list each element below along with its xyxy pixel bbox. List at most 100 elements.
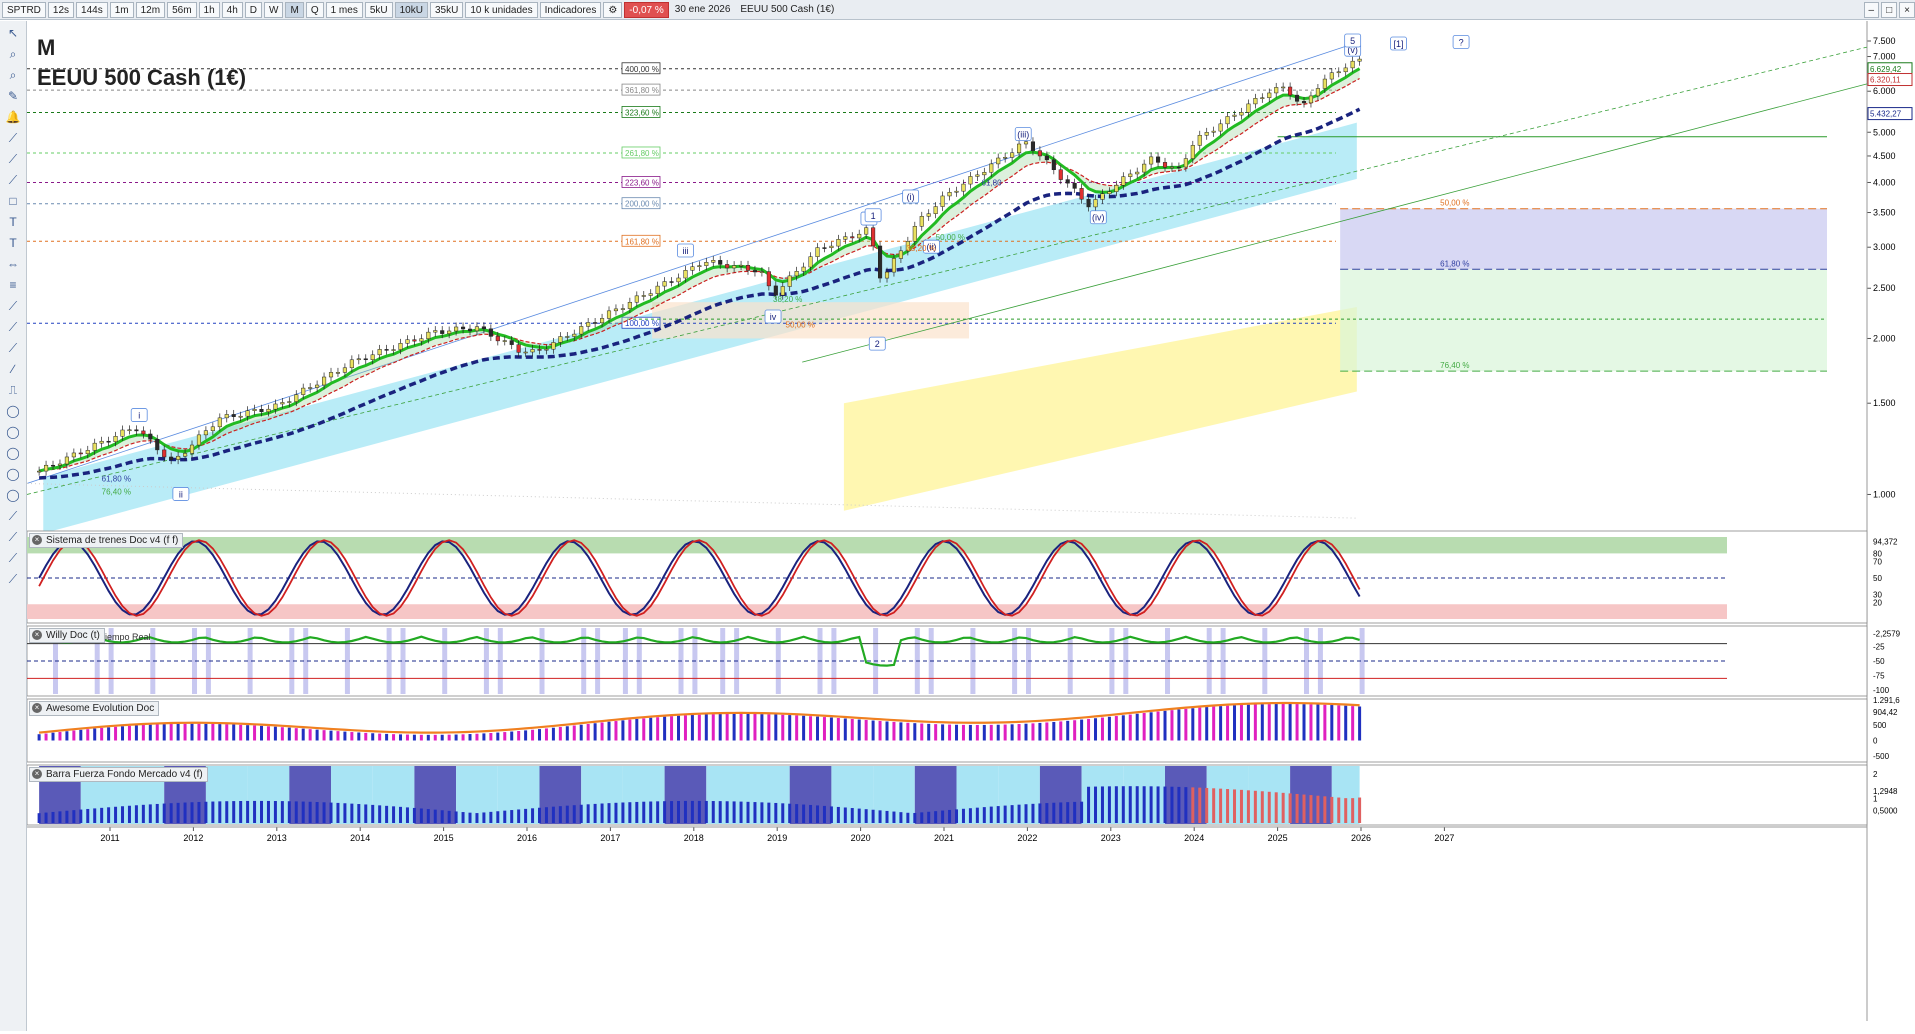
- candle: [426, 331, 431, 339]
- candle: [259, 408, 264, 413]
- willy-bar: [303, 628, 309, 694]
- drawing-tool-icon[interactable]: 🔔: [5, 110, 21, 124]
- drawing-tool-icon[interactable]: □: [9, 194, 17, 208]
- awesome-bar: [218, 724, 222, 741]
- units-35ku[interactable]: 35kU: [429, 1, 464, 18]
- close-pane-icon[interactable]: ×: [32, 703, 42, 713]
- awesome-bar: [169, 723, 173, 741]
- drawing-tool-icon[interactable]: ⎍: [8, 383, 18, 397]
- fuerza-bar: [141, 804, 145, 823]
- drawing-tool-icon[interactable]: ◯: [6, 404, 20, 418]
- candle: [912, 226, 917, 242]
- candle: [1190, 145, 1195, 159]
- drawing-tool-icon[interactable]: ⟋: [8, 152, 18, 166]
- drawing-tool-icon[interactable]: ↖: [7, 26, 19, 40]
- candle: [1065, 179, 1070, 184]
- fuerza-bar: [607, 803, 611, 823]
- candle: [996, 157, 1001, 165]
- candle: [287, 401, 292, 403]
- units-5ku[interactable]: 5kU: [364, 1, 393, 18]
- drawing-tool-icon[interactable]: T: [9, 215, 17, 229]
- willy-bar: [344, 628, 350, 694]
- period-selector[interactable]: 1 mes: [325, 1, 363, 18]
- minimize-icon[interactable]: –: [1863, 1, 1880, 18]
- drawing-tool-icon[interactable]: ⟋: [8, 320, 18, 334]
- drawing-tool-icon[interactable]: ◯: [6, 446, 20, 460]
- price-axis-label: 2.000: [1873, 333, 1896, 343]
- candle: [1253, 98, 1258, 105]
- fuerza-bar: [850, 808, 854, 823]
- awesome-bar: [1003, 724, 1007, 741]
- candle: [975, 174, 980, 177]
- wave-label: (v): [1347, 45, 1358, 55]
- close-icon[interactable]: ×: [1899, 1, 1915, 18]
- candle: [412, 339, 417, 342]
- interval-q[interactable]: Q: [305, 1, 324, 18]
- time-axis-label: 2027: [1434, 833, 1454, 843]
- time-axis-label: 2021: [934, 833, 954, 843]
- interval-1m[interactable]: 1m: [109, 1, 134, 18]
- units-selector[interactable]: 10 k unidades: [465, 1, 538, 18]
- fuerza-bar: [1191, 787, 1195, 823]
- price-tag: 6.629,42: [1870, 65, 1902, 74]
- drawing-tool-icon[interactable]: ◯: [6, 488, 20, 502]
- pane-header[interactable]: × Willy Doc (t): [29, 628, 105, 643]
- awesome-bar: [1177, 709, 1181, 741]
- fuerza-bar: [364, 804, 368, 823]
- fuerza-bar: [836, 806, 840, 823]
- indicators-button[interactable]: Indicadores: [539, 1, 602, 18]
- drawing-tool-icon[interactable]: ⟋: [8, 341, 18, 355]
- fuerza-bar: [656, 801, 660, 823]
- drawing-tool-icon[interactable]: ⇔: [7, 257, 19, 271]
- close-pane-icon[interactable]: ×: [32, 769, 42, 779]
- awesome-bar: [329, 730, 333, 741]
- interval-w[interactable]: W: [264, 1, 284, 18]
- interval-d[interactable]: D: [244, 1, 263, 18]
- chart-canvas[interactable]: 7.5007.0006.5006.0005.5005.0004.5004.000…: [26, 21, 1915, 1031]
- price-axis-label: 2.500: [1873, 283, 1896, 293]
- fuerza-bar: [322, 802, 326, 823]
- candle: [1023, 141, 1029, 145]
- interval-12s[interactable]: 12s: [47, 1, 75, 18]
- maximize-icon[interactable]: □: [1881, 1, 1898, 18]
- settings-icon[interactable]: ⚙: [603, 1, 623, 18]
- drawing-tool-icon[interactable]: ⟋: [8, 572, 18, 586]
- drawing-tool-icon[interactable]: ⌕: [9, 68, 17, 82]
- candle: [579, 326, 584, 335]
- candle: [266, 408, 271, 413]
- pane-header[interactable]: × Barra Fuerza Fondo Mercado v4 (f): [29, 767, 208, 782]
- chart-area[interactable]: 7.5007.0006.5006.0005.5005.0004.5004.000…: [26, 21, 1915, 1031]
- drawing-tool-icon[interactable]: ⌕: [9, 47, 17, 61]
- interval-56m[interactable]: 56m: [167, 1, 197, 18]
- fuerza-bar: [948, 809, 952, 823]
- interval-1h[interactable]: 1h: [198, 1, 220, 18]
- interval-m[interactable]: M: [285, 1, 304, 18]
- drawing-tool-icon[interactable]: ≡: [9, 278, 17, 292]
- drawing-tool-icon[interactable]: ⟋: [8, 131, 18, 145]
- interval-144s[interactable]: 144s: [76, 1, 108, 18]
- drawing-tool-icon[interactable]: ◯: [6, 425, 20, 439]
- drawing-tool-icon[interactable]: ∕: [11, 362, 14, 376]
- units-10ku[interactable]: 10kU: [394, 1, 428, 18]
- interval-4h[interactable]: 4h: [221, 1, 243, 18]
- drawing-tool-icon[interactable]: ⟋: [8, 551, 18, 565]
- pane-header[interactable]: × Awesome Evolution Doc: [29, 701, 160, 716]
- close-pane-icon[interactable]: ×: [32, 630, 42, 640]
- candle: [57, 463, 63, 466]
- close-pane-icon[interactable]: ×: [32, 535, 42, 545]
- drawing-tool-icon[interactable]: ⟋: [8, 173, 18, 187]
- fib-tag: [621, 62, 661, 75]
- symbol-selector[interactable]: SPTRD: [2, 1, 46, 18]
- drawing-tool-icon[interactable]: ⟋: [8, 530, 18, 544]
- fuerza-bar: [732, 801, 736, 823]
- drawing-tool-icon[interactable]: ✎: [7, 89, 19, 103]
- fuerza-bar: [1233, 789, 1237, 823]
- awesome-bar: [927, 723, 931, 741]
- drawing-tool-icon[interactable]: ⟋: [8, 509, 18, 523]
- drawing-tool-icon[interactable]: T: [9, 236, 17, 250]
- interval-12m[interactable]: 12m: [135, 1, 166, 18]
- price-tag: 5.432,27: [1870, 110, 1902, 119]
- pane-header[interactable]: × Sistema de trenes Doc v4 (f f): [29, 533, 184, 548]
- drawing-tool-icon[interactable]: ⟋: [8, 299, 18, 313]
- drawing-tool-icon[interactable]: ◯: [6, 467, 20, 481]
